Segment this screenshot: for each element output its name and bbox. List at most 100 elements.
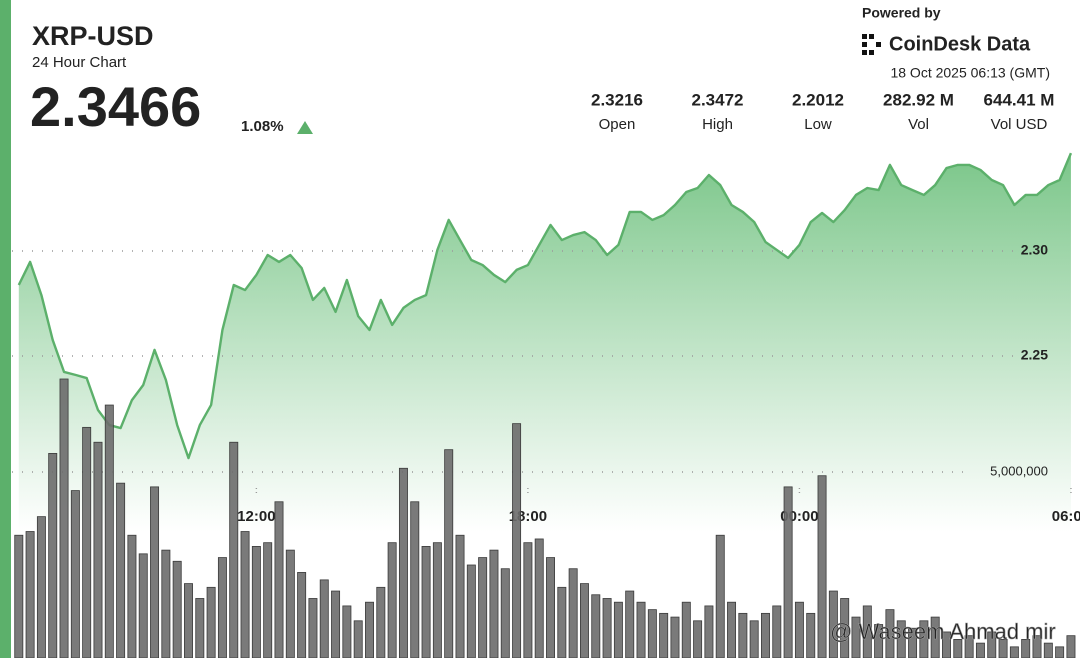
stat-label: Low [804, 116, 832, 133]
volume-bar [1043, 642, 1053, 658]
volume-bar [783, 486, 793, 658]
volume-bar [806, 612, 816, 658]
stat-value: 2.3216 [591, 90, 643, 109]
volume-bar [331, 590, 341, 658]
volume-bar [138, 553, 148, 658]
stat-value: 2.2012 [792, 90, 844, 109]
volume-bar [1021, 639, 1031, 658]
title: XRP-USD [32, 21, 154, 51]
stat-label: Vol USD [991, 116, 1048, 133]
volume-bar [251, 546, 261, 658]
volume-bar [263, 542, 273, 658]
y2-tick-label: 5,000,000 [990, 463, 1048, 478]
volume-bar [523, 542, 533, 658]
volume-bar [953, 639, 963, 658]
volume-bar [681, 601, 691, 658]
volume-bar [319, 579, 329, 658]
volume-bar [376, 586, 386, 658]
volume-bar [874, 624, 884, 658]
stat-value: 282.92 M [883, 90, 954, 109]
up-arrow [297, 121, 313, 134]
volume-bar [930, 616, 940, 658]
price: 2.3466 [30, 75, 201, 138]
volume-bar [670, 616, 680, 658]
volume-bar [365, 601, 374, 658]
volume-bar [308, 598, 318, 658]
volume-bar [647, 609, 657, 658]
stats: 2.3216 Open 2.3472 High 2.2012 Low 282.92 M Vol… [591, 90, 1054, 132]
volume-bar [500, 568, 510, 658]
volume-bar [625, 590, 635, 658]
volume-bar [998, 639, 1008, 658]
volume-bar [749, 620, 759, 658]
volume-bar [398, 467, 408, 658]
volume-bar [738, 612, 748, 658]
volume-bar [432, 542, 442, 658]
volume-bar [297, 572, 307, 658]
volume-bar [489, 549, 499, 658]
volume-bar [455, 534, 465, 658]
volume-bar [444, 449, 454, 658]
volume-bar [591, 594, 601, 658]
stat-label: Vol [908, 116, 929, 133]
volume-bar [715, 534, 725, 658]
volume-bar [127, 534, 137, 658]
volume-bar [25, 531, 35, 658]
volume-bar [104, 404, 114, 658]
volume-bar [410, 501, 420, 658]
volume-bar [659, 612, 669, 658]
volume-bar [794, 601, 804, 658]
volume-bar [885, 609, 895, 658]
stat-value: 644.41 M [984, 90, 1055, 109]
volume-bar [342, 605, 352, 658]
volume-bar [195, 598, 205, 658]
volume-bar [59, 378, 69, 658]
volume-bar [70, 490, 80, 658]
volume-bar [116, 482, 126, 658]
volume-bar [150, 486, 160, 658]
volume-bar [512, 423, 522, 658]
volume-bar [466, 564, 476, 658]
y-tick-label: 2.30 [1021, 242, 1048, 258]
volume-bar [772, 605, 782, 658]
volume-bar [851, 616, 861, 658]
volume-bar [1066, 635, 1076, 658]
volume-bar [36, 516, 46, 658]
volume-bar [240, 531, 250, 658]
volume-bar [817, 475, 827, 658]
stat-label: High [702, 116, 733, 133]
accent-bar [0, 0, 11, 658]
volume-bar [761, 612, 770, 658]
volume-bar [557, 586, 567, 658]
volume-bar [285, 549, 295, 658]
volume-bar [172, 560, 182, 658]
volume-bar [1009, 646, 1019, 658]
volume-bar [987, 631, 997, 658]
volume-bar [274, 501, 284, 658]
y-tick-label: 2.25 [1021, 347, 1048, 363]
x-tick-label: 06:00 [1052, 508, 1080, 525]
stat-label: Open [599, 116, 636, 133]
brand: CoinDesk Data [889, 33, 1031, 55]
volume-bar [161, 549, 171, 658]
volume-bar [942, 631, 951, 658]
volume-bar [478, 557, 488, 658]
volume-bar [93, 441, 103, 658]
change: 1.08% [241, 118, 284, 135]
volume-bar [387, 542, 397, 658]
volume-bar [613, 601, 623, 658]
volume-bar [48, 452, 58, 658]
volume-bar [727, 601, 737, 658]
volume-bar [206, 586, 216, 658]
volume-bar [14, 534, 24, 658]
volume-bar [636, 601, 646, 658]
watermark: @ Waseem Ahmad mir [830, 619, 1056, 644]
volume-bar [229, 441, 239, 658]
volume-bar [693, 620, 703, 658]
volume-bar [975, 642, 985, 658]
volume-bar [579, 583, 589, 658]
volume-bar [421, 546, 431, 658]
volume-bar [546, 557, 555, 658]
price-line [17, 152, 1073, 460]
volume-bar [568, 568, 578, 658]
